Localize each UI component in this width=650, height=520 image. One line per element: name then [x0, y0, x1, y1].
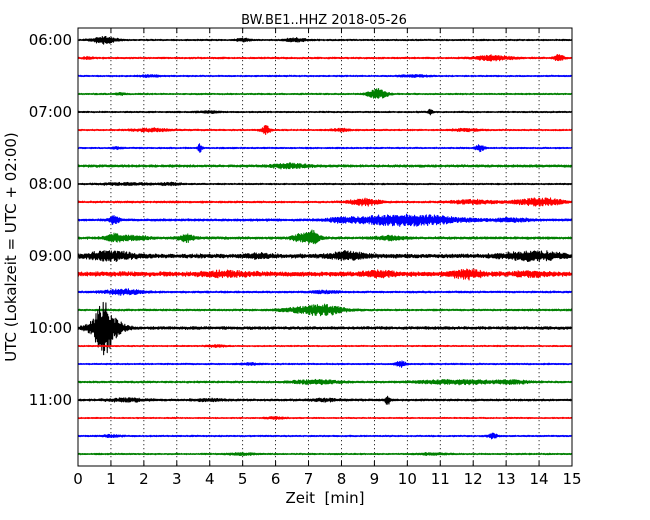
x-tick-label: 8	[337, 470, 347, 488]
trace-1045	[77, 378, 573, 386]
trace-0800	[77, 181, 573, 187]
x-tick-label: 13	[497, 470, 516, 488]
y-axis-label: UTC (Lokalzeit = UTC + 02:00)	[2, 132, 20, 362]
trace-1115	[77, 416, 573, 420]
trace-series	[77, 35, 573, 457]
y-tick-labels: 06:00 07:00 08:00 09:00 10:00 11:00	[29, 31, 72, 409]
trace-0745	[77, 162, 573, 170]
trace-0945	[77, 303, 573, 317]
x-tick-label: 10	[398, 470, 417, 488]
trace-1100	[77, 395, 573, 405]
trace-0900	[77, 250, 573, 263]
y-tick-label: 11:00	[29, 391, 72, 409]
x-tick-label: 6	[271, 470, 281, 488]
trace-0930	[77, 288, 573, 296]
plot-frame	[77, 27, 573, 467]
axis-ticks	[77, 28, 573, 466]
x-tick-label: 0	[73, 470, 83, 488]
x-tick-label: 11	[431, 470, 450, 488]
x-tick-label: 9	[370, 470, 380, 488]
trace-1000	[77, 301, 573, 356]
trace-0915	[77, 268, 573, 281]
y-tick-label: 10:00	[29, 319, 72, 337]
trace-0600	[77, 35, 573, 45]
trace-0715	[77, 124, 573, 136]
x-tick-label: 3	[172, 470, 182, 488]
trace-1030	[77, 360, 573, 368]
x-tick-label: 5	[238, 470, 248, 488]
trace-0730	[77, 143, 573, 153]
x-tick-label: 7	[304, 470, 314, 488]
x-tick-label: 14	[530, 470, 549, 488]
x-tick-label: 2	[139, 470, 149, 488]
trace-0615	[77, 54, 573, 62]
y-tick-label: 06:00	[29, 31, 72, 49]
x-tick-label: 15	[562, 470, 581, 488]
trace-0845	[77, 229, 573, 245]
x-axis-label: Zeit [min]	[285, 489, 364, 507]
y-tick-label: 08:00	[29, 175, 72, 193]
x-tick-label: 12	[464, 470, 483, 488]
trace-1145	[77, 451, 573, 457]
trace-0645	[77, 88, 573, 99]
x-tick-label: 4	[205, 470, 215, 488]
x-tick-label: 1	[106, 470, 116, 488]
y-tick-label: 09:00	[29, 247, 72, 265]
trace-1015	[77, 344, 573, 348]
trace-0700	[77, 108, 573, 116]
y-tick-label: 07:00	[29, 103, 72, 121]
chart-title: BW.BE1..HHZ 2018-05-26	[241, 13, 407, 28]
x-tick-labels: 0 1 2 3 4 5 6 7 8 9 10 11 12 13 14 15	[73, 470, 581, 488]
trace-0630	[77, 74, 573, 79]
vertical-gridlines	[110, 28, 540, 466]
trace-0815	[77, 197, 573, 207]
trace-1130	[77, 432, 573, 440]
trace-0830	[77, 213, 573, 227]
